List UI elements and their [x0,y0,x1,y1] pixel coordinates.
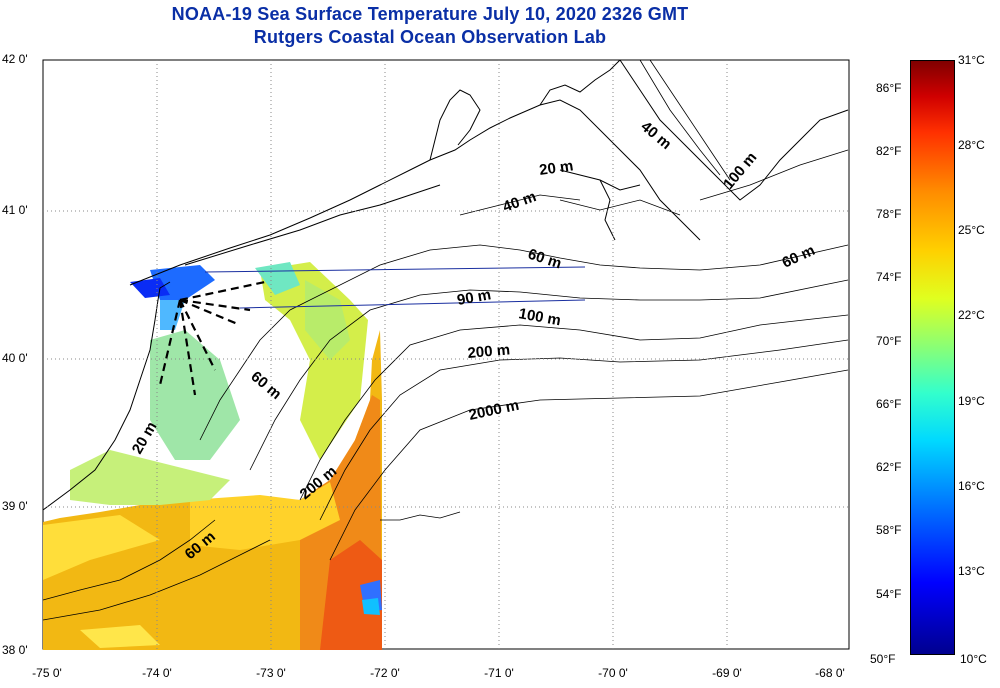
colorbar-c-label: 10°C [960,652,987,666]
colorbar-f-label: 66°F [876,397,902,411]
isobath-label: 20 m [538,157,574,179]
lon-label-68: -68 0' [815,666,845,680]
colorbar-c-label: 13°C [958,564,985,578]
colorbar-c-label: 22°C [958,308,985,322]
map-subtitle: Rutgers Coastal Ocean Observation Lab [253,27,607,47]
lon-label-72: -72 0' [370,666,400,680]
lat-label-40: 40 0' [2,351,28,365]
coastline [42,59,849,511]
colorbar-f-label: 74°F [876,270,902,284]
colorbar-f-label: 70°F [876,334,902,348]
lat-label-41: 41 0' [2,203,28,217]
colorbar-f-label: 62°F [876,460,902,474]
lon-label-69: -69 0' [712,666,742,680]
colorbar-c-label: 19°C [958,394,985,408]
isobath-contours [42,59,849,621]
colorbar-f-label: 82°F [876,144,902,158]
colorbar-f-label: 78°F [876,207,902,221]
colorbar-f-label: 86°F [876,81,902,95]
colorbar-f-label: 54°F [876,587,902,601]
colorbar-c-label: 28°C [958,138,985,152]
lat-label-38: 38 0' [2,643,28,657]
map-title: NOAA-19 Sea Surface Temperature July 10,… [171,4,689,24]
lon-label-71: -71 0' [484,666,514,680]
temperature-colorbar [910,60,955,655]
lon-label-74: -74 0' [142,666,172,680]
isobath-label: 90 m [456,286,493,309]
colorbar-c-label: 16°C [958,479,985,493]
lat-label-42: 42 0' [2,52,28,66]
lon-label-73: -73 0' [256,666,286,680]
colorbar-c-label: 25°C [958,223,985,237]
colorbar-f-label: 50°F [870,652,896,666]
colorbar-c-label: 31°C [958,53,985,67]
lon-label-70: -70 0' [598,666,628,680]
isobath-label: 200 m [467,341,511,362]
lat-label-39: 39 0' [2,499,28,513]
lon-label-75: -75 0' [32,666,62,680]
transect-lines [158,266,586,396]
colorbar-f-label: 58°F [876,523,902,537]
